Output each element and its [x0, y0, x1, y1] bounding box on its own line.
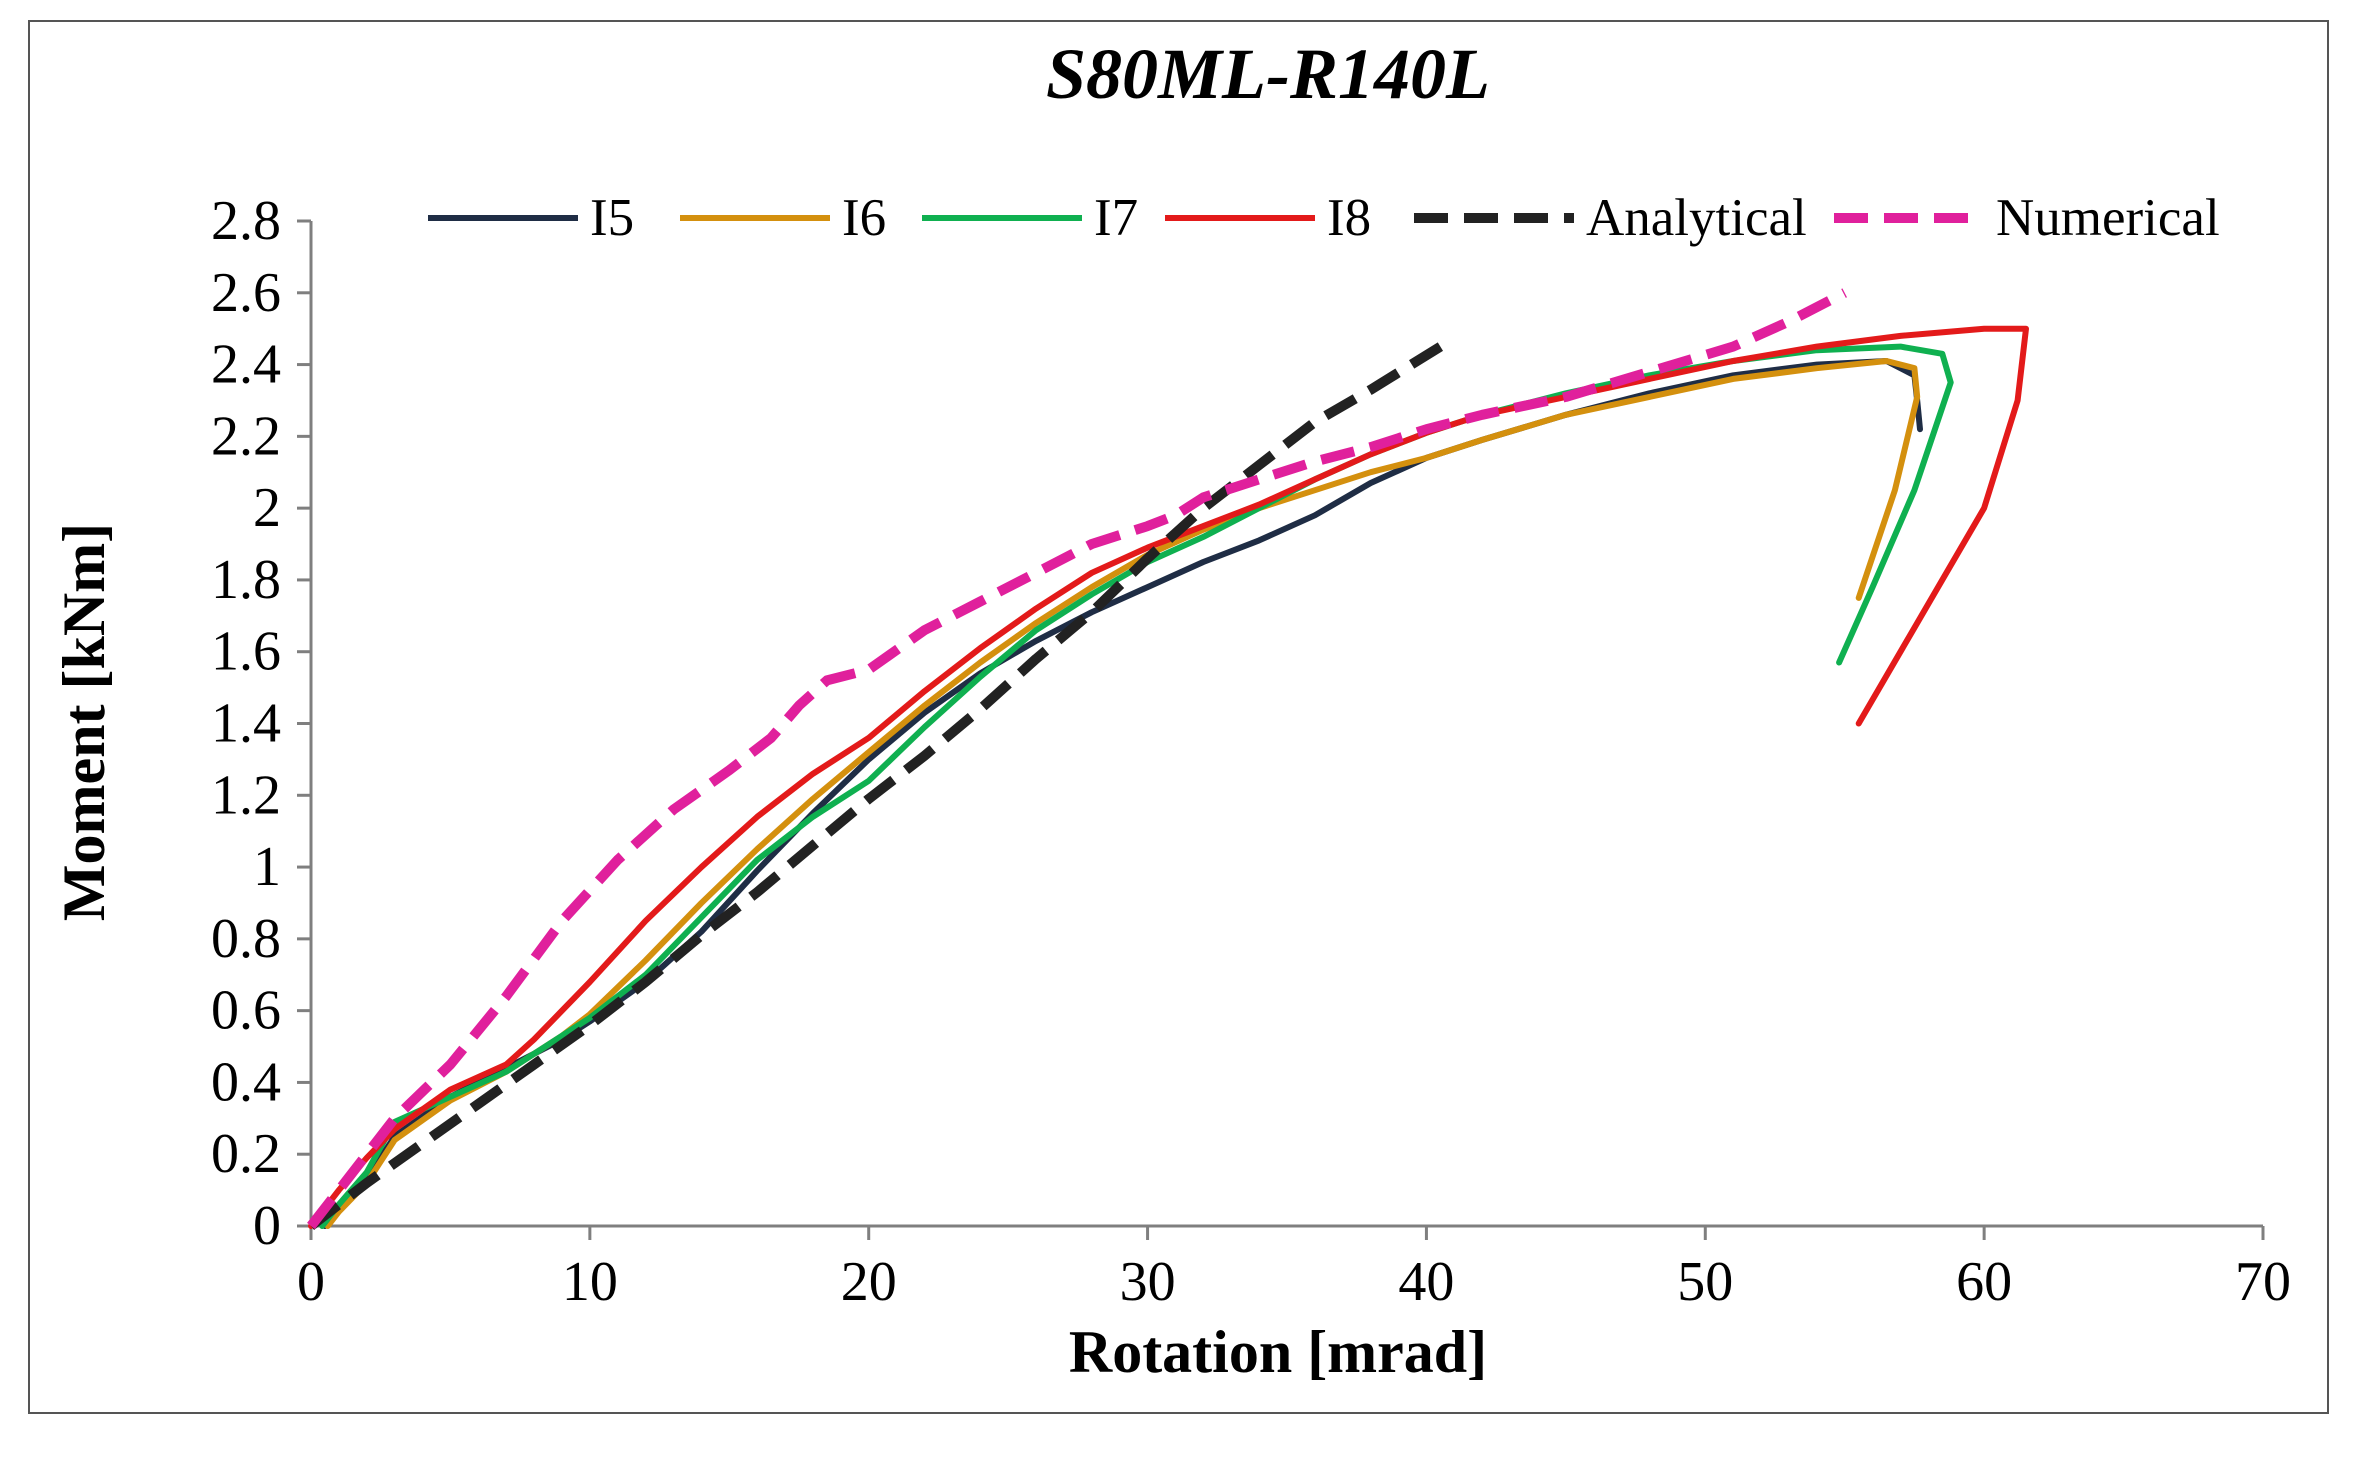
y-tick-label: 2.2 [211, 405, 281, 467]
legend-label-i8: I8 [1327, 189, 1371, 247]
y-tick-label: 0.8 [211, 908, 281, 970]
y-tick-label: 2.8 [211, 190, 281, 252]
x-tick-label: 60 [1956, 1251, 2012, 1313]
series-line-i8 [308, 325, 2029, 1229]
chart-frame: S80ML-R140L I5 I6 I7 I8 Analytical Numerical … [28, 20, 2329, 1414]
x-tick-label: 30 [1120, 1251, 1176, 1313]
legend-label-analytical: Analytical [1586, 189, 1807, 247]
x-tick-label: 50 [1677, 1251, 1733, 1313]
y-tick-label: 1.2 [211, 764, 281, 826]
y-axis: 0 0.2 0.4 0.6 0.8 1 1.2 1.4 1.6 1.8 2 2.2 2.4 2.6 2.8 [211, 190, 313, 1257]
x-tick-label: 70 [2235, 1251, 2291, 1313]
series-line-i5 [321, 358, 1923, 1229]
x-tick-label: 20 [841, 1251, 897, 1313]
x-axis: 0 10 20 30 40 50 60 70 [297, 1224, 2291, 1313]
y-tick-label: 1.6 [211, 621, 281, 683]
y-tick-label: 0.2 [211, 1123, 281, 1185]
legend-label-i6: I6 [842, 189, 886, 247]
y-tick-label: 0.6 [211, 980, 281, 1042]
x-tick-label: 0 [297, 1251, 325, 1313]
y-tick-label: 1.4 [211, 693, 281, 755]
legend-label-i7: I7 [1094, 189, 1138, 247]
y-axis-title: Moment [kNm] [51, 523, 117, 921]
x-tick-label: 40 [1398, 1251, 1454, 1313]
series-line-analytical [307, 342, 1444, 1230]
x-axis-title: Rotation [mrad] [1069, 1319, 1487, 1385]
series-line-i6 [324, 358, 1921, 1229]
chart-title: S80ML-R140L [1046, 34, 1490, 114]
y-tick-label: 0 [253, 1195, 281, 1257]
y-tick-label: 2.6 [211, 262, 281, 324]
legend: I5 I6 I7 I8 Analytical Numerical [428, 189, 2220, 247]
y-tick-label: 1 [253, 836, 281, 898]
series-line-i7 [319, 343, 1954, 1229]
legend-label-numerical: Numerical [1996, 189, 2220, 247]
line-chart: S80ML-R140L I5 I6 I7 I8 Analytical Numerical … [51, 34, 2291, 1385]
y-tick-label: 0.4 [211, 1051, 281, 1113]
legend-label-i5: I5 [590, 189, 634, 247]
y-tick-label: 2 [253, 477, 281, 539]
series-layer [307, 288, 2029, 1230]
series-line-numerical [307, 288, 1847, 1230]
y-tick-label: 1.8 [211, 549, 281, 611]
y-tick-label: 2.4 [211, 334, 281, 396]
x-tick-label: 10 [562, 1251, 618, 1313]
